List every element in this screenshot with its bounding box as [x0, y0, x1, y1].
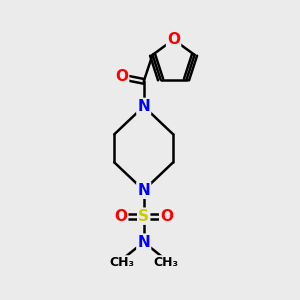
Text: N: N: [137, 99, 150, 114]
Text: CH₃: CH₃: [153, 256, 178, 269]
Text: CH₃: CH₃: [109, 256, 134, 269]
Text: N: N: [137, 235, 150, 250]
Text: O: O: [115, 69, 128, 84]
Text: O: O: [167, 32, 180, 47]
Text: S: S: [138, 209, 149, 224]
Text: O: O: [160, 209, 173, 224]
Text: N: N: [137, 183, 150, 198]
Text: O: O: [114, 209, 127, 224]
